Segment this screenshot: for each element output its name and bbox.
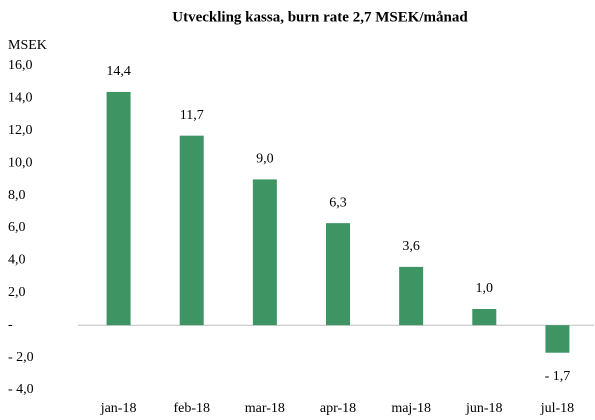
value-label: 1,0 [476,281,494,296]
bar [179,135,204,326]
y-tick-label: - 4,0 [8,382,34,397]
bar [106,91,131,326]
chart-title: Utveckling kassa, burn rate 2,7 MSEK/mån… [172,9,468,25]
x-tick-label: jan-18 [100,401,137,416]
bar [252,179,277,326]
bar [326,223,350,326]
bar [472,309,497,326]
y-tick-label: - [8,317,13,332]
y-tick-label: 12,0 [8,123,33,138]
value-label: 11,7 [180,108,204,123]
value-label: 3,6 [402,239,420,254]
value-label: 6,3 [329,195,347,210]
value-label: - 1,7 [545,369,571,384]
x-tick-label: maj-18 [391,401,431,416]
y-tick-label: - 2,0 [8,350,34,365]
bar [399,266,424,326]
y-tick-label: 10,0 [8,155,33,170]
bar [545,325,570,353]
y-tick-label: 14,0 [8,91,33,106]
x-tick-label: jul-18 [540,401,574,416]
x-tick-label: mar-18 [245,401,285,416]
y-tick-label: 6,0 [8,220,26,235]
x-tick-label: jun-18 [465,401,503,416]
x-tick-label: feb-18 [173,401,210,416]
value-label: 14,4 [106,64,131,79]
y-tick-label: 4,0 [8,253,26,268]
y-tick-label: 8,0 [8,188,26,203]
y-axis-label: MSEK [8,38,47,53]
y-tick-label: 2,0 [8,285,26,300]
y-tick-label: 16,0 [8,58,33,73]
value-label: 9,0 [256,152,274,167]
x-tick-label: apr-18 [320,401,356,416]
